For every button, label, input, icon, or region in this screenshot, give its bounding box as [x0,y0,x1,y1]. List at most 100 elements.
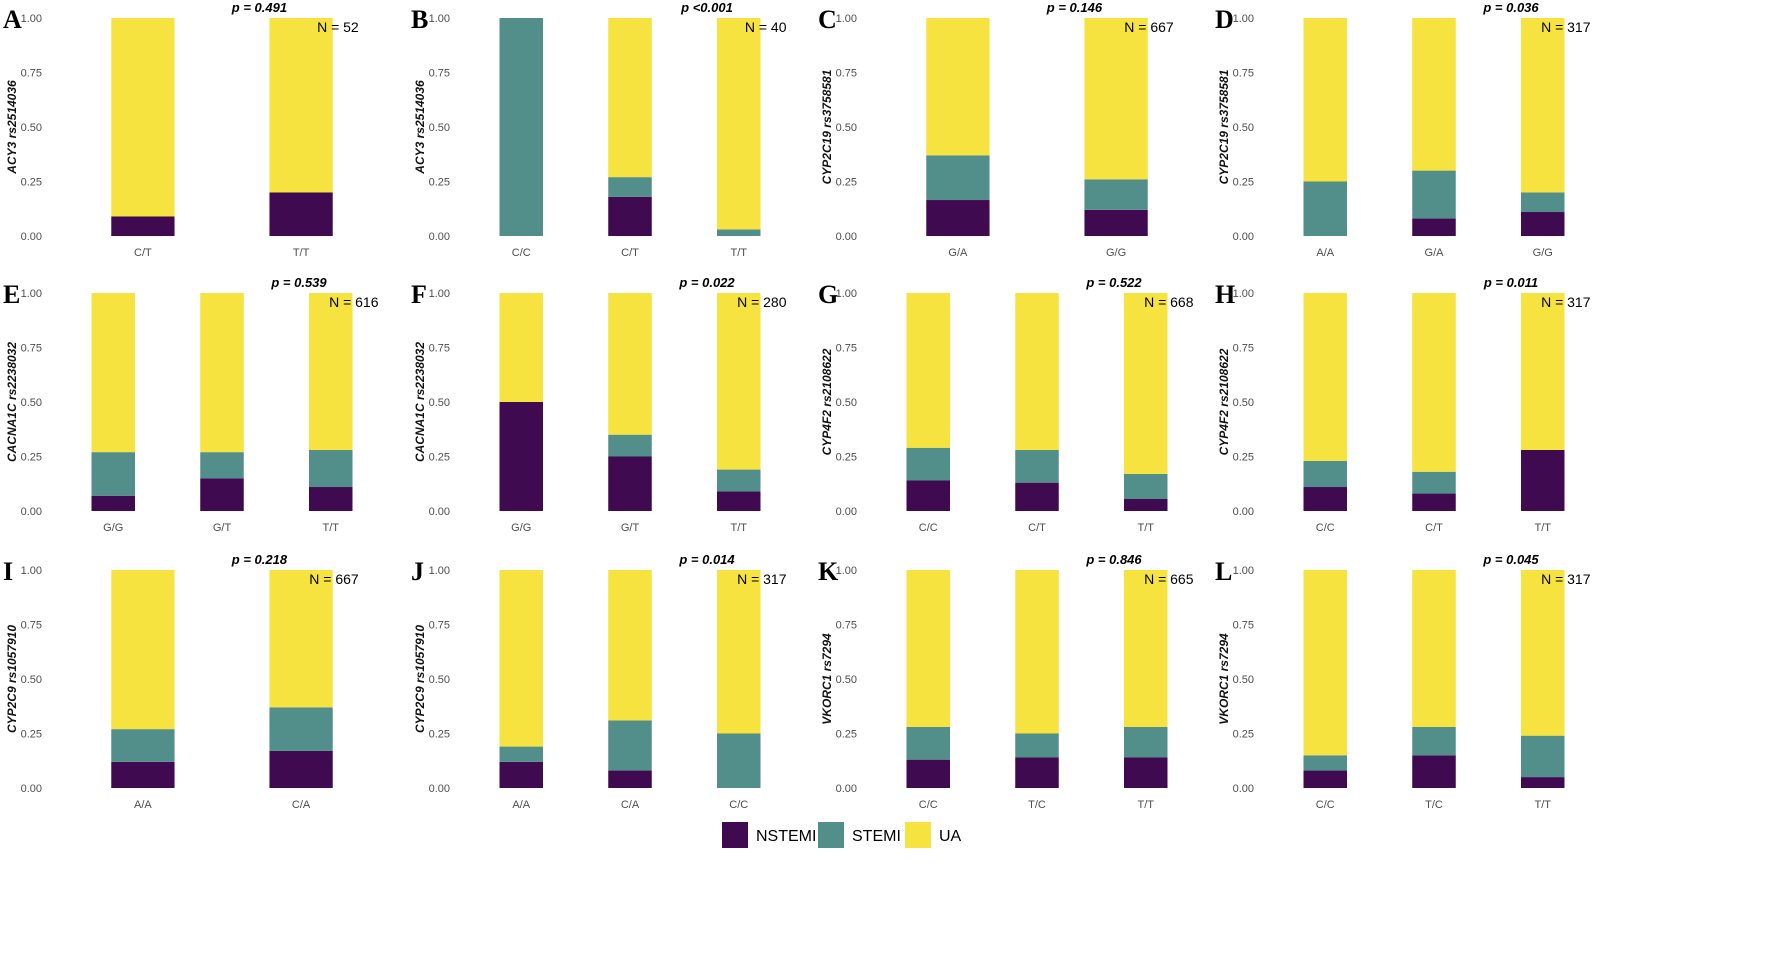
bar-segment-ua [608,570,652,721]
y-tick-label: 0.00 [836,506,857,518]
sample-size-annotation: N = 317 [1541,294,1591,310]
y-tick-label: 0.00 [429,231,450,243]
legend-swatch-stemi [818,822,844,848]
y-tick-label: 0.25 [836,729,857,741]
x-tick-label: T/T [1138,522,1155,534]
bar-segment-ua [200,293,244,453]
y-tick-label: 0.50 [1233,674,1254,686]
x-tick-label: T/T [293,247,310,259]
panel-letter: F [411,280,427,309]
legend-label-nstemi: NSTEMI [756,828,816,845]
bar-segment-nstemi [269,750,333,788]
bar-segment-ua [1124,570,1168,727]
x-tick-label: C/C [919,522,938,534]
y-tick-label: 0.50 [21,397,42,409]
bar-segment-nstemi [200,478,244,511]
y-tick-label: 0.50 [836,674,857,686]
bar-segment-stemi [1015,449,1059,483]
bar-segment-nstemi [1521,212,1565,236]
y-tick-label: 0.25 [1233,177,1254,189]
bar-segment-ua [1412,18,1456,171]
y-tick-label: 1.00 [836,13,857,25]
bar-segment-stemi [269,707,333,751]
bar-segment-stemi [200,452,244,479]
x-tick-label: G/G [1106,247,1126,259]
bar-segment-ua [111,18,175,217]
y-tick-label: 0.50 [836,122,857,134]
bar-segment-ua [1412,570,1456,727]
y-tick-label: 1.00 [429,565,450,577]
bar-segment-nstemi [1412,218,1456,236]
y-tick-label: 0.00 [429,506,450,518]
y-tick-label: 0.75 [429,343,450,355]
bar-segment-nstemi [608,196,652,236]
x-tick-label: C/C [729,799,748,811]
bar-segment-nstemi [1124,499,1168,511]
sample-size-annotation: N = 667 [309,571,359,587]
y-axis-label: CYP4F2 rs2108622 [820,348,834,455]
bar-segment-ua [1521,293,1565,450]
y-tick-label: 0.00 [1233,231,1254,243]
p-value-annotation: p = 0.022 [678,275,735,290]
bar-segment-stemi [499,18,543,236]
bar-segment-nstemi [608,770,652,788]
sample-size-annotation: N = 317 [1541,19,1591,35]
y-tick-label: 0.25 [1233,729,1254,741]
x-tick-label: T/T [731,247,748,259]
p-value-annotation: p = 0.846 [1085,552,1142,567]
sample-size-annotation: N = 317 [1541,571,1591,587]
bar-segment-stemi [1412,471,1456,494]
bar-segment-ua [1521,570,1565,736]
x-tick-label: C/C [512,247,531,259]
y-tick-label: 0.50 [836,397,857,409]
x-tick-label: G/T [213,522,232,534]
y-tick-label: 0.75 [429,68,450,80]
bar-segment-ua [1015,293,1059,450]
bar-segment-stemi [608,434,652,457]
bar-segment-ua [906,293,950,448]
bar-segment-ua [1015,570,1059,734]
bar-segment-nstemi [269,192,333,236]
bar-segment-nstemi [111,761,175,788]
bar-segment-stemi [1303,460,1347,488]
y-tick-label: 0.00 [836,783,857,795]
bar-segment-stemi [1124,726,1168,758]
y-tick-label: 0.50 [429,122,450,134]
y-axis-label: CACNA1C rs2238032 [413,342,427,462]
bar-segment-nstemi [499,761,543,788]
bar-segment-stemi [1015,733,1059,758]
bar-segment-stemi [1412,726,1456,756]
legend-swatch-ua [905,822,931,848]
y-tick-label: 1.00 [429,288,450,300]
y-tick-label: 0.00 [21,506,42,518]
y-tick-label: 0.25 [429,452,450,464]
bar-segment-nstemi [608,456,652,511]
y-tick-label: 0.00 [21,231,42,243]
y-tick-label: 0.50 [429,674,450,686]
y-axis-label: ACY3 rs2514036 [413,80,427,175]
x-tick-label: A/A [1316,247,1334,259]
x-tick-label: T/T [1535,522,1552,534]
p-value-annotation: p = 0.218 [231,552,288,567]
bar-segment-nstemi [906,759,950,788]
bar-segment-stemi [906,726,950,760]
bar-segment-stemi [1124,473,1168,500]
y-axis-label: CACNA1C rs2238032 [5,342,19,462]
y-tick-label: 0.00 [429,783,450,795]
y-tick-label: 1.00 [21,13,42,25]
bar-segment-nstemi [1303,770,1347,788]
bar-segment-ua [608,293,652,435]
panel-letter: L [1215,557,1232,586]
panel-letter: D [1215,5,1234,34]
y-tick-label: 0.75 [21,620,42,632]
bar-segment-nstemi [499,402,543,511]
x-tick-label: C/A [292,799,311,811]
bar-segment-ua [309,293,353,450]
bar-segment-ua [1303,18,1347,182]
x-tick-label: A/A [512,799,530,811]
bar-segment-nstemi [91,495,135,511]
p-value-annotation: p = 0.011 [1483,275,1538,290]
x-tick-label: G/A [948,247,968,259]
bar-segment-stemi [608,720,652,771]
